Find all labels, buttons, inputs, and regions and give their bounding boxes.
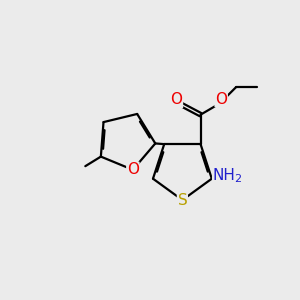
Text: O: O bbox=[127, 162, 139, 177]
Text: S: S bbox=[178, 193, 187, 208]
Text: NH: NH bbox=[213, 168, 236, 183]
Text: O: O bbox=[170, 92, 182, 107]
Text: 2: 2 bbox=[235, 174, 242, 184]
Text: O: O bbox=[215, 92, 227, 106]
